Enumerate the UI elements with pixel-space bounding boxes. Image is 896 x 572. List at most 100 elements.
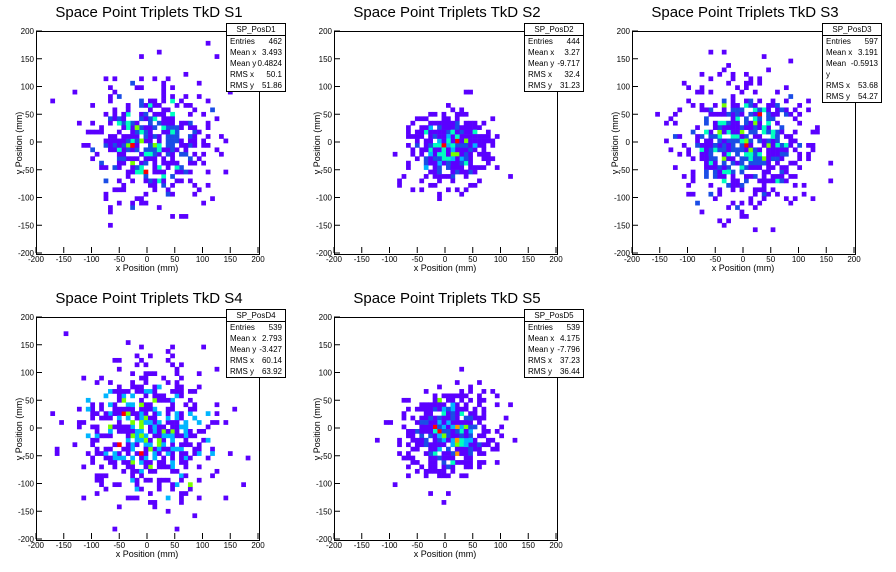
stats-value: -0.5913 [850,59,878,68]
heatmap-cell [94,437,100,443]
heatmap-cell [721,49,727,55]
heatmap-cell [156,429,162,434]
stats-box: SP_PosD1 Entries 462 Mean x 3.493 Mean y 0.482… [226,23,286,92]
heatmap-cell [739,138,745,144]
heatmap-cell [423,415,429,421]
heatmap-cell [143,393,149,399]
heatmap-cell [468,442,473,448]
x-tick-label: 50 [766,255,775,264]
heatmap-cell [143,129,149,135]
heatmap-cell [419,464,425,470]
x-tick-label: -50 [113,541,125,550]
stats-row: RMS y 51.86 [227,80,285,91]
heatmap-cell [165,429,171,434]
heatmap-cell [681,143,687,148]
heatmap-cell [161,107,167,113]
heatmap-cell [414,446,420,452]
stats-row: RMS y 31.23 [525,80,583,91]
heatmap-cell [152,429,158,434]
heatmap-cell [477,397,482,403]
heatmap-cell [423,129,429,135]
heatmap-cell [748,125,754,130]
heatmap-cell [432,111,438,117]
heatmap-cell [459,169,465,175]
heatmap-cell [459,165,465,170]
heatmap-cell [468,182,473,188]
heatmap-cell [459,473,465,479]
heatmap-cell [130,80,135,86]
heatmap-cell [174,165,180,170]
stats-key: RMS x [230,356,254,365]
y-tick-label: 50 [25,110,34,119]
x-tick-label: 0 [145,255,150,264]
heatmap-cell [156,477,162,483]
x-tick-label: -150 [652,255,669,264]
stats-row: RMS y 36.44 [525,366,583,377]
stats-key: Mean y [230,345,257,354]
heatmap-cell [775,156,780,162]
heatmap-cell [441,415,447,421]
heatmap-cell [797,111,803,117]
heatmap-cell [174,420,180,425]
y-tick-label: -100 [316,480,333,489]
heatmap-cell [419,402,425,408]
heatmap-cell [428,442,433,448]
heatmap-cell [170,424,175,430]
heatmap-cell [103,433,109,439]
heatmap-cell [454,165,460,170]
heatmap-cell [161,455,167,461]
heatmap-cell [143,451,149,456]
heatmap-cell [695,89,700,95]
heatmap-cell [205,411,211,416]
heatmap-cell [187,143,193,148]
y-tick-label: 100 [617,83,631,92]
heatmap-cell [779,174,785,179]
heatmap-cell [699,89,705,95]
heatmap-cell [152,415,158,421]
heatmap-cell [792,129,798,135]
heatmap-cell [792,116,798,122]
heatmap-cell [85,451,91,456]
heatmap-cell [103,165,109,170]
heatmap-cell [156,147,162,153]
heatmap-cell [757,200,763,206]
heatmap-cell [726,182,731,188]
heatmap-cell [450,393,456,399]
heatmap-cell [712,169,718,175]
heatmap-cell [121,182,127,188]
chart-title: Space Point Triplets TkD S3 [651,4,839,21]
heatmap-cell [210,451,215,456]
heatmap-cell [761,125,767,130]
heatmap-cell [463,160,469,166]
heatmap-cell [143,371,149,377]
heatmap-cell [726,147,731,153]
heatmap-cell [179,424,184,430]
heatmap-cell [739,187,745,193]
heatmap-cell [463,451,469,456]
heatmap-cell [108,389,113,394]
heatmap-cell [726,138,731,144]
heatmap-cell [85,433,91,439]
heatmap-cell [103,143,109,148]
heatmap-cell [116,200,122,206]
axes: -200 -150 -100 -50 0 50 100 150 200-200-150-100-… [14,27,265,273]
heatmap-cell [139,486,144,492]
heatmap-cell [152,134,158,139]
heatmap-cell [103,76,109,82]
heatmap-cell [428,134,433,139]
heatmap-cell [712,134,718,139]
heatmap-cell [125,107,131,113]
heatmap-cell [681,80,687,86]
heatmap-cell [401,455,407,461]
heatmap-cell [165,508,171,514]
heatmap-cell [165,380,171,385]
heatmap-cell [761,160,767,166]
heatmap-cell [450,455,456,461]
heatmap-cell [472,147,478,153]
y-tick-label: 150 [617,55,631,64]
heatmap-cell [770,178,776,184]
heatmap-cell [130,160,135,166]
heatmap-cell [463,393,469,399]
heatmap-cell [165,451,171,456]
heatmap-cell [437,178,442,184]
